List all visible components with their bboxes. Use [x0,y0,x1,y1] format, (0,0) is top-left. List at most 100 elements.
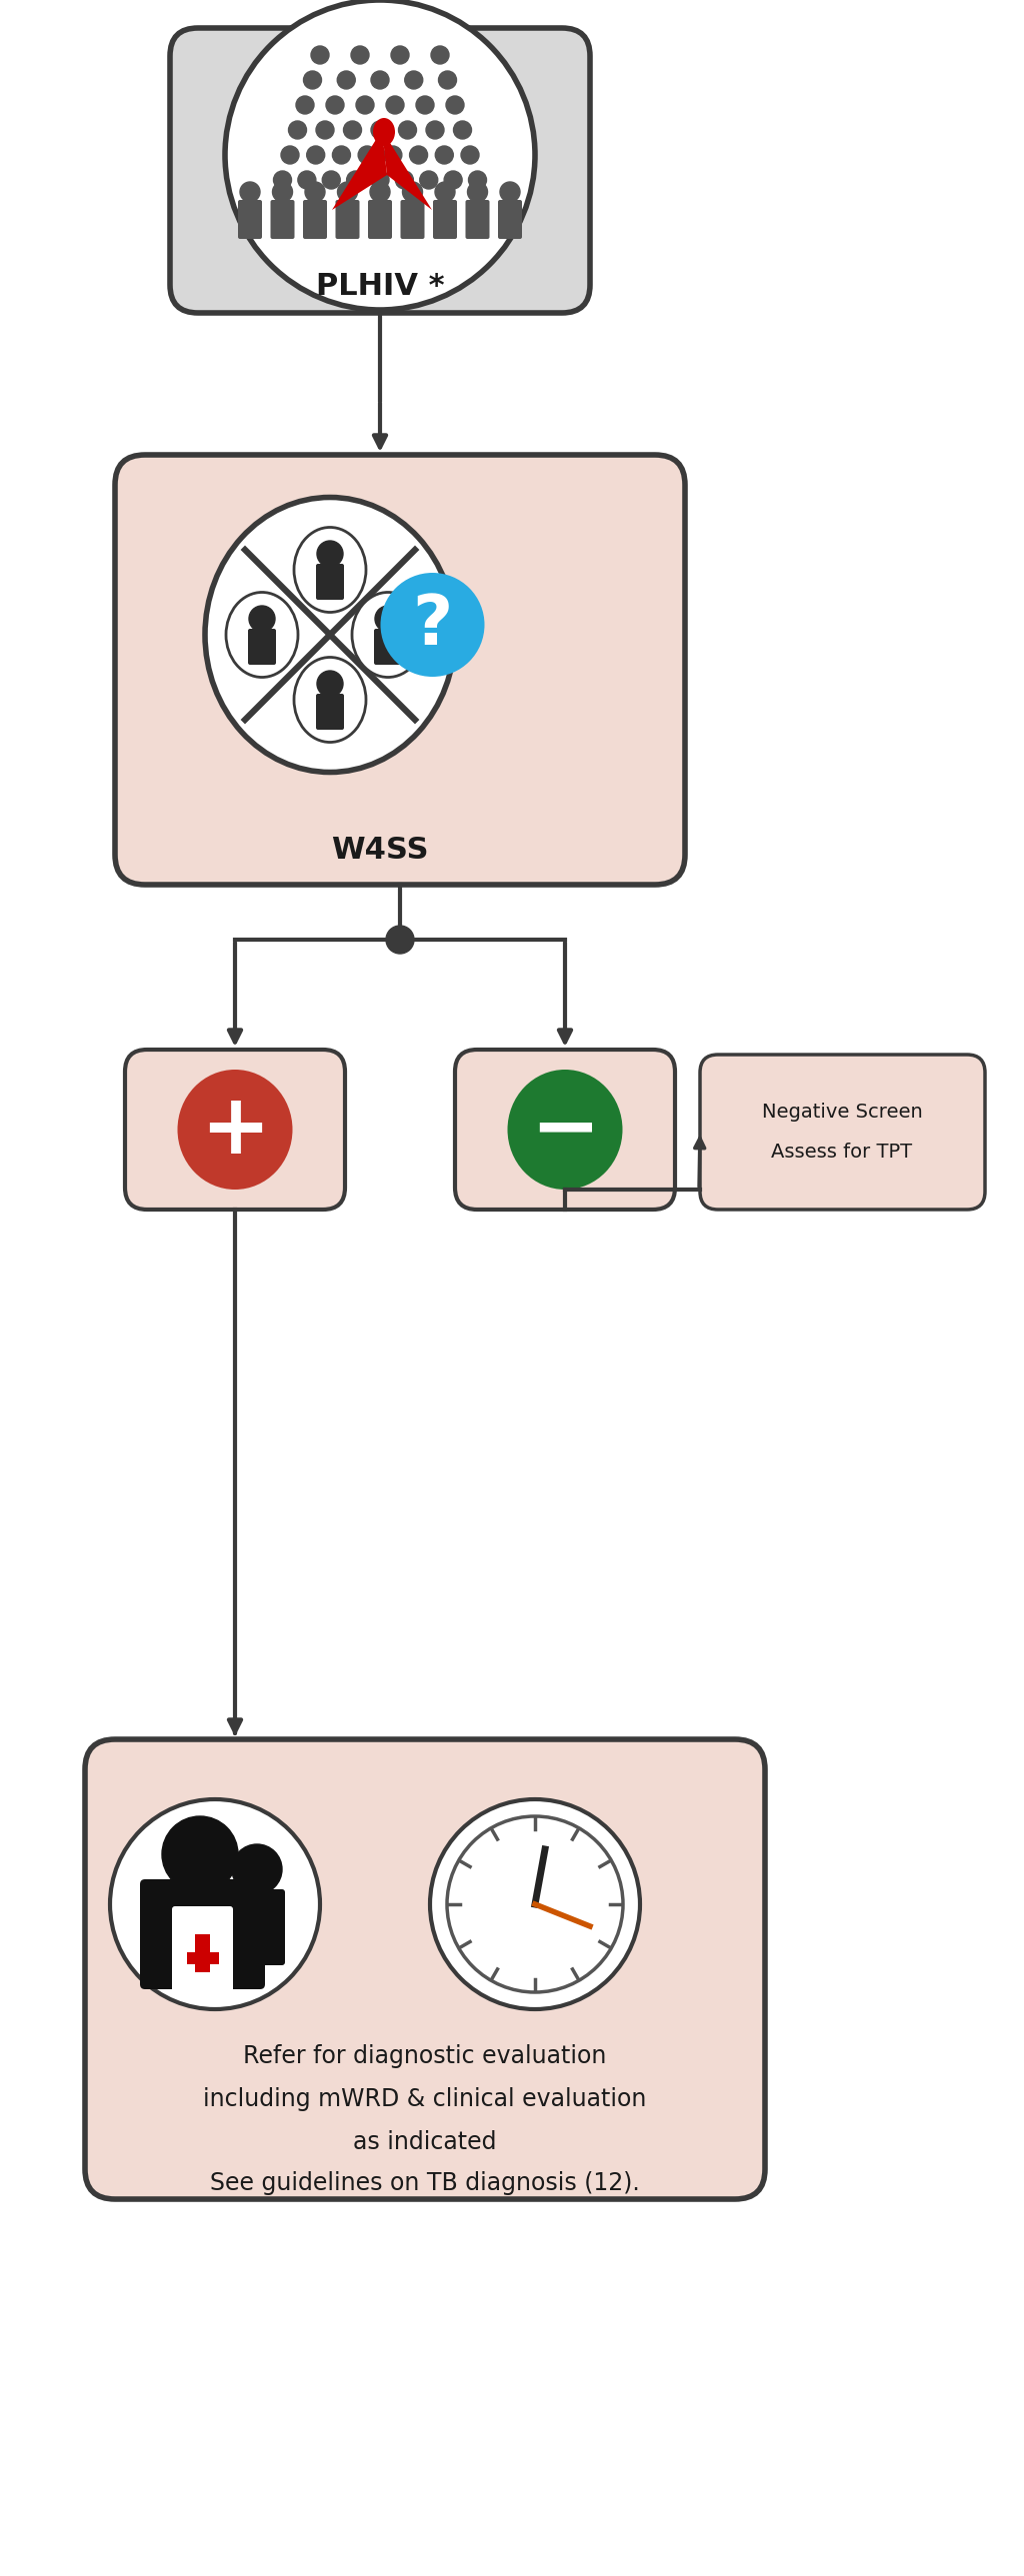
Circle shape [398,121,417,139]
Text: as indicated: as indicated [353,2130,497,2154]
FancyBboxPatch shape [466,201,489,240]
FancyBboxPatch shape [270,201,295,240]
Circle shape [461,147,479,165]
FancyBboxPatch shape [316,564,344,600]
Ellipse shape [294,657,366,742]
Circle shape [371,121,389,139]
FancyBboxPatch shape [172,1906,233,1991]
FancyBboxPatch shape [140,1880,265,1989]
Circle shape [386,95,404,113]
Circle shape [431,46,449,64]
Circle shape [356,95,374,113]
FancyBboxPatch shape [115,456,685,884]
Circle shape [391,46,409,64]
Polygon shape [332,129,387,209]
Circle shape [435,147,454,165]
Text: See guidelines on TB diagnosis (12).: See guidelines on TB diagnosis (12). [210,2172,640,2195]
Circle shape [162,1816,238,1893]
Circle shape [420,170,437,188]
Ellipse shape [294,528,366,613]
FancyBboxPatch shape [248,629,276,665]
Circle shape [307,147,325,165]
Circle shape [395,170,414,188]
Circle shape [410,147,428,165]
FancyBboxPatch shape [125,1048,345,1211]
Bar [187,1953,219,1965]
Ellipse shape [352,592,424,677]
Text: −: − [530,1090,600,1170]
Ellipse shape [508,1069,623,1190]
Circle shape [311,46,329,64]
FancyBboxPatch shape [238,201,262,240]
Circle shape [404,72,423,90]
FancyBboxPatch shape [700,1054,985,1211]
FancyBboxPatch shape [316,693,344,729]
Circle shape [351,46,369,64]
Text: W4SS: W4SS [331,835,429,866]
Circle shape [305,183,325,201]
FancyBboxPatch shape [400,201,425,240]
FancyBboxPatch shape [336,201,359,240]
Circle shape [240,183,260,201]
FancyBboxPatch shape [234,1888,285,1965]
Ellipse shape [226,592,298,677]
Circle shape [316,121,334,139]
Circle shape [326,95,344,113]
Circle shape [317,541,343,567]
Circle shape [386,925,414,953]
FancyBboxPatch shape [433,201,457,240]
Circle shape [426,121,444,139]
Circle shape [296,95,314,113]
Circle shape [110,1798,319,2009]
Ellipse shape [177,1069,293,1190]
Circle shape [416,95,434,113]
FancyBboxPatch shape [498,201,522,240]
Circle shape [381,572,484,677]
Circle shape [430,1798,640,2009]
Circle shape [298,170,315,188]
Text: Assess for TPT: Assess for TPT [771,1141,912,1162]
Circle shape [337,72,355,90]
FancyBboxPatch shape [374,629,402,665]
Circle shape [343,121,361,139]
Circle shape [447,1816,623,1991]
Circle shape [358,147,376,165]
Circle shape [249,605,275,631]
Text: Refer for diagnostic evaluation: Refer for diagnostic evaluation [244,2045,606,2069]
FancyBboxPatch shape [303,201,327,240]
Circle shape [289,121,306,139]
Circle shape [384,147,401,165]
Circle shape [375,605,401,631]
Circle shape [446,95,464,113]
Circle shape [444,170,462,188]
Circle shape [454,121,471,139]
Circle shape [371,170,389,188]
Circle shape [438,72,457,90]
Text: PLHIV *: PLHIV * [315,273,444,301]
Text: +: + [200,1090,270,1170]
Circle shape [500,183,520,201]
Ellipse shape [205,497,455,773]
FancyBboxPatch shape [85,1739,765,2200]
FancyBboxPatch shape [170,28,590,312]
Text: including mWRD & clinical evaluation: including mWRD & clinical evaluation [204,2087,647,2112]
Circle shape [323,170,340,188]
Circle shape [371,72,389,90]
Circle shape [469,170,486,188]
Circle shape [317,670,343,696]
Circle shape [338,183,357,201]
Circle shape [402,183,423,201]
Polygon shape [382,129,432,209]
Circle shape [468,183,487,201]
Text: Negative Screen: Negative Screen [762,1103,923,1121]
Circle shape [281,147,299,165]
Ellipse shape [225,0,535,309]
Ellipse shape [373,118,395,147]
Circle shape [333,147,350,165]
FancyBboxPatch shape [455,1048,675,1211]
Bar [195,1935,210,1973]
Circle shape [272,183,293,201]
Circle shape [435,183,455,201]
Circle shape [347,170,365,188]
Circle shape [273,170,292,188]
